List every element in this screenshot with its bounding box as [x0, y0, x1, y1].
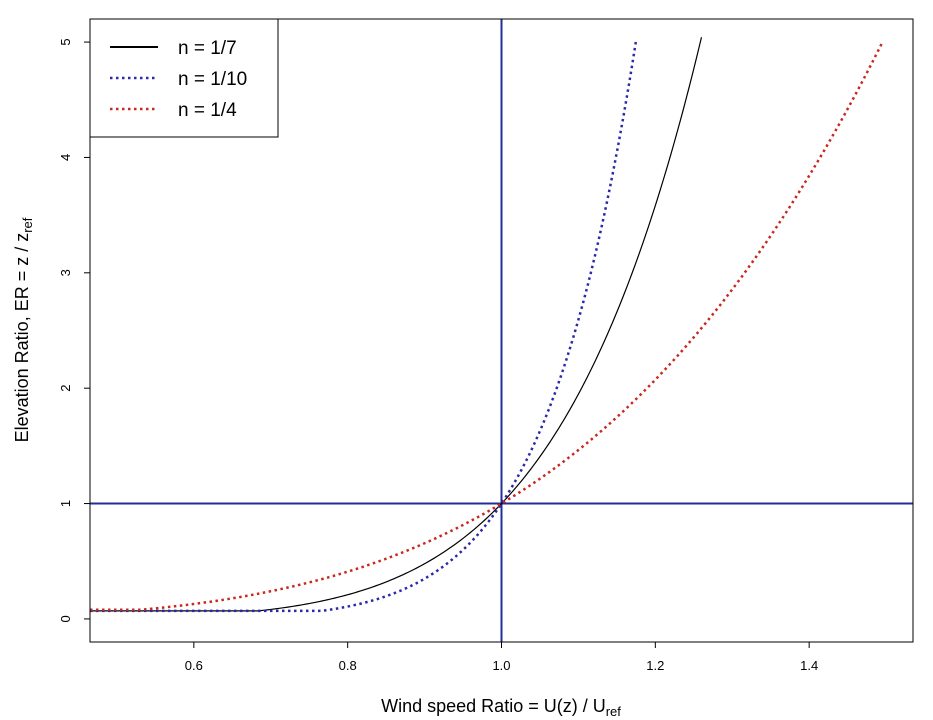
y-tick-label: 4: [58, 154, 73, 161]
y-tick-label: 3: [58, 269, 73, 276]
y-tick-label: 2: [58, 385, 73, 392]
x-axis: 0.6 0.8 1.0 1.2 1.4: [185, 642, 818, 673]
x-tick-label: 1.2: [646, 658, 664, 673]
series-line-1: [90, 40, 638, 613]
x-axis-title-main: Wind speed Ratio = U(z) / U: [381, 696, 606, 716]
x-tick-label: 1.4: [800, 658, 818, 673]
x-axis-title-subscript: ref: [606, 704, 622, 719]
legend-box: [89, 18, 279, 138]
x-tick-label: 0.6: [185, 658, 203, 673]
y-axis-title: Elevation Ratio, ER = z / zref: [12, 217, 35, 442]
y-axis: 0 1 2 3 4 5: [58, 38, 90, 623]
y-tick-label: 1: [58, 500, 73, 507]
legend: n = 1/7 n = 1/10 n = 1/4: [89, 18, 279, 138]
y-tick-label: 5: [58, 38, 73, 45]
x-axis-title: Wind speed Ratio = U(z) / Uref: [381, 696, 621, 719]
series-line-0: [90, 37, 703, 612]
legend-label-n7: n = 1/7: [178, 38, 237, 59]
series-line-2: [90, 42, 884, 611]
x-tick-label: 0.8: [339, 658, 357, 673]
legend-label-n4: n = 1/4: [178, 100, 237, 121]
y-tick-label: 0: [58, 615, 73, 622]
series-layer: [90, 37, 884, 613]
legend-label-n10: n = 1/10: [178, 69, 247, 90]
y-axis-title-main: Elevation Ratio, ER = z / z: [12, 233, 32, 443]
x-tick-label: 1.0: [492, 658, 510, 673]
y-axis-title-subscript: ref: [20, 217, 35, 233]
